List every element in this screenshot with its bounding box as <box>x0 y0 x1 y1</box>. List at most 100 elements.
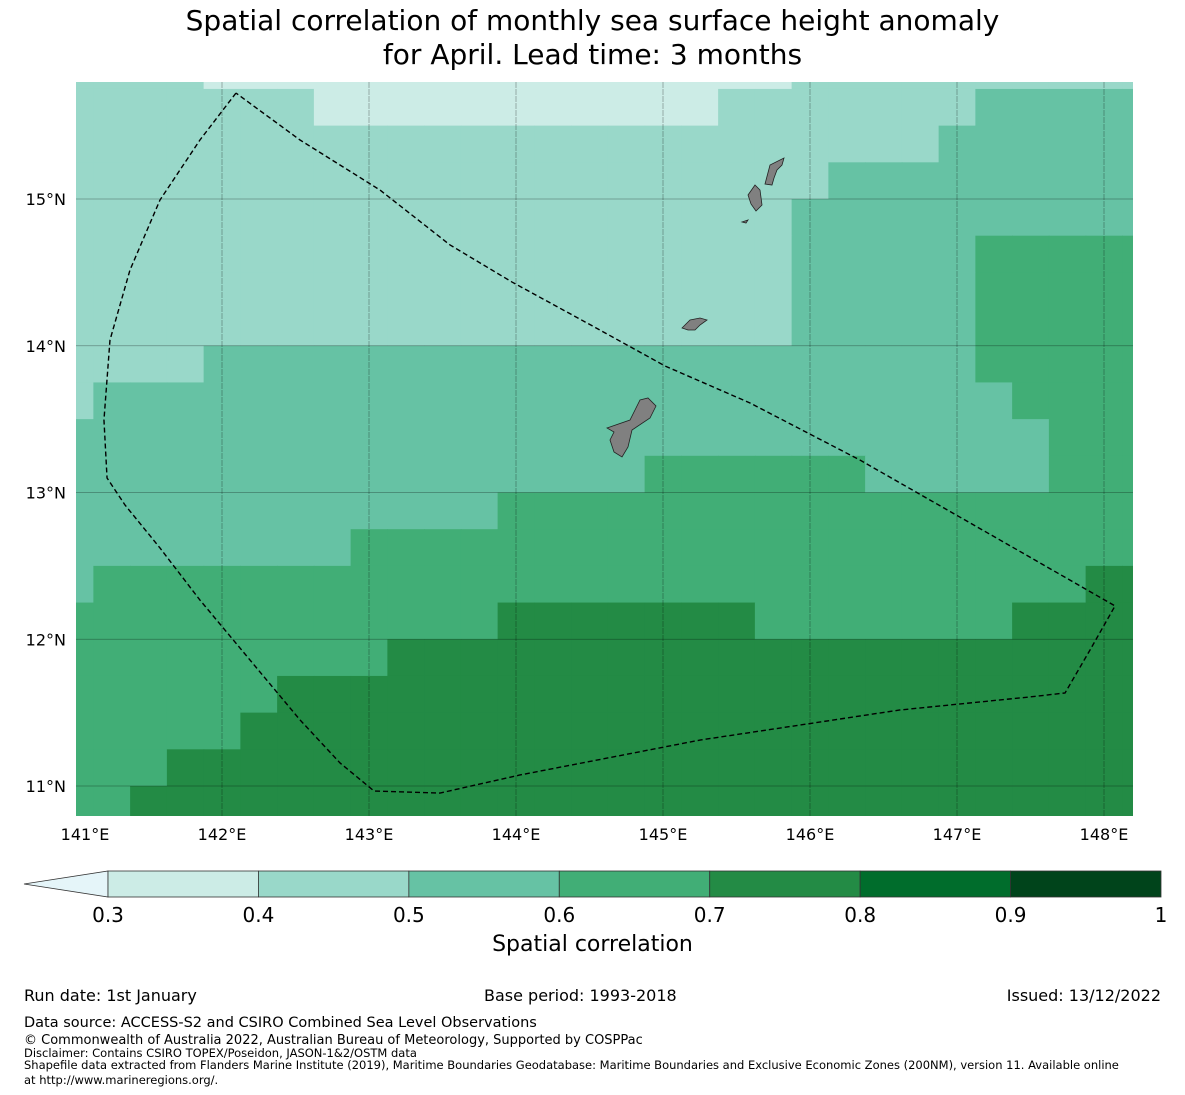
heatmap-cell <box>166 419 205 457</box>
heatmap-cell <box>387 675 425 714</box>
heatmap-cell <box>350 199 388 237</box>
heatmap-cell <box>644 345 682 384</box>
heatmap-cell <box>607 82 646 90</box>
heatmap-cell <box>791 382 829 420</box>
heatmap-cell <box>644 272 682 310</box>
heatmap-cell <box>203 162 241 200</box>
heatmap-cell <box>350 455 388 494</box>
copyright: © Commonwealth of Australia 2022, Austra… <box>24 1033 643 1048</box>
heatmap-cell <box>350 419 388 457</box>
heatmap-cell <box>460 786 499 816</box>
heatmap-cell <box>424 345 462 384</box>
heatmap-cell <box>76 786 94 816</box>
heatmap-cell <box>166 712 205 750</box>
heatmap-cell <box>240 162 278 200</box>
heatmap-cell <box>1122 602 1133 640</box>
heatmap-cell <box>166 639 205 677</box>
heatmap-cell <box>718 235 756 273</box>
heatmap-cell <box>1085 82 1123 90</box>
heatmap-cell <box>203 675 241 714</box>
heatmap-cell <box>791 749 829 787</box>
heatmap-cell <box>387 749 425 787</box>
heatmap-cell <box>350 382 388 420</box>
heatmap-cell <box>350 345 388 384</box>
heatmap-cell <box>901 749 940 787</box>
heatmap-cell <box>754 602 793 640</box>
heatmap-cell <box>424 675 462 714</box>
heatmap-cell <box>644 565 682 604</box>
heatmap-cell <box>607 199 646 237</box>
heatmap-cell <box>497 675 535 714</box>
heatmap-cell <box>571 199 609 237</box>
heatmap-cell <box>607 675 646 714</box>
lon-tick-label: 147°E <box>933 825 982 844</box>
heatmap-cell <box>1012 272 1050 310</box>
heatmap-cell <box>644 309 682 347</box>
heatmap-cell <box>718 455 756 494</box>
heatmap-cell <box>938 639 976 677</box>
lat-tick-label: 12°N <box>26 630 66 649</box>
colorbar: 0.3 0.4 0.5 0.6 0.7 0.8 0.9 1 <box>23 870 1167 927</box>
heatmap-cell <box>203 602 241 640</box>
heatmap-cell <box>681 786 719 816</box>
heatmap-cell <box>1048 529 1087 567</box>
heatmap-cell <box>607 492 646 530</box>
heatmap-cell <box>497 455 535 494</box>
lon-tick-label: 144°E <box>492 825 541 844</box>
chart-title: Spatial correlation of monthly sea surfa… <box>0 4 1185 72</box>
heatmap-cell <box>497 82 535 90</box>
heatmap-cell <box>901 675 940 714</box>
heatmap-cell <box>754 235 793 273</box>
colorbar-segment <box>709 870 861 898</box>
heatmap-cell <box>975 786 1013 816</box>
colorbar-tick-label: 0.4 <box>243 903 275 927</box>
heatmap-cell <box>718 786 756 816</box>
heatmap-cell <box>791 712 829 750</box>
heatmap-cell <box>277 565 315 604</box>
colorbar-segment <box>107 870 259 898</box>
heatmap-cell <box>828 675 866 714</box>
heatmap-cell <box>203 455 241 494</box>
heatmap-cell <box>497 345 535 384</box>
heatmap-cell <box>791 162 829 200</box>
heatmap-cell <box>460 82 499 90</box>
heatmap-cell <box>534 162 572 200</box>
heatmap-cell <box>277 82 315 90</box>
heatmap-cell <box>938 492 976 530</box>
heatmap-cell <box>203 272 241 310</box>
heatmap-cell <box>130 162 168 200</box>
heatmap-cell <box>313 712 352 750</box>
heatmap-cell <box>1048 162 1087 200</box>
heatmap-cell <box>166 602 205 640</box>
heatmap-cell <box>460 492 499 530</box>
heatmap-cell <box>130 602 168 640</box>
heatmap-cell <box>424 639 462 677</box>
heatmap-cell <box>424 492 462 530</box>
heatmap-cell <box>313 162 352 200</box>
heatmap-cell <box>93 345 131 384</box>
heatmap-cell <box>497 235 535 273</box>
heatmap-cell <box>607 749 646 787</box>
heatmap-cell <box>865 345 903 384</box>
heatmap-cell <box>901 712 940 750</box>
heatmap-cell <box>93 88 131 127</box>
heatmap-cell <box>865 712 903 750</box>
heatmap-cell <box>534 639 572 677</box>
heatmap-cell <box>1122 235 1133 273</box>
heatmap-cell <box>1085 125 1123 163</box>
heatmap-cell <box>1048 125 1087 163</box>
colorbar-segment <box>859 870 1011 898</box>
lon-tick-label: 148°E <box>1080 825 1129 844</box>
heatmap-cell <box>460 419 499 457</box>
heatmap-cell <box>754 786 793 816</box>
heatmap-cell <box>1012 82 1050 90</box>
heatmap-cell <box>681 162 719 200</box>
heatmap-cell <box>1048 419 1087 457</box>
heatmap-cell <box>240 565 278 604</box>
heatmap-cell <box>277 125 315 163</box>
heatmap-cell <box>607 88 646 127</box>
heatmap-cell <box>76 712 94 750</box>
heatmap-cell <box>313 199 352 237</box>
heatmap-cell <box>387 786 425 816</box>
heatmap-cell <box>828 162 866 200</box>
